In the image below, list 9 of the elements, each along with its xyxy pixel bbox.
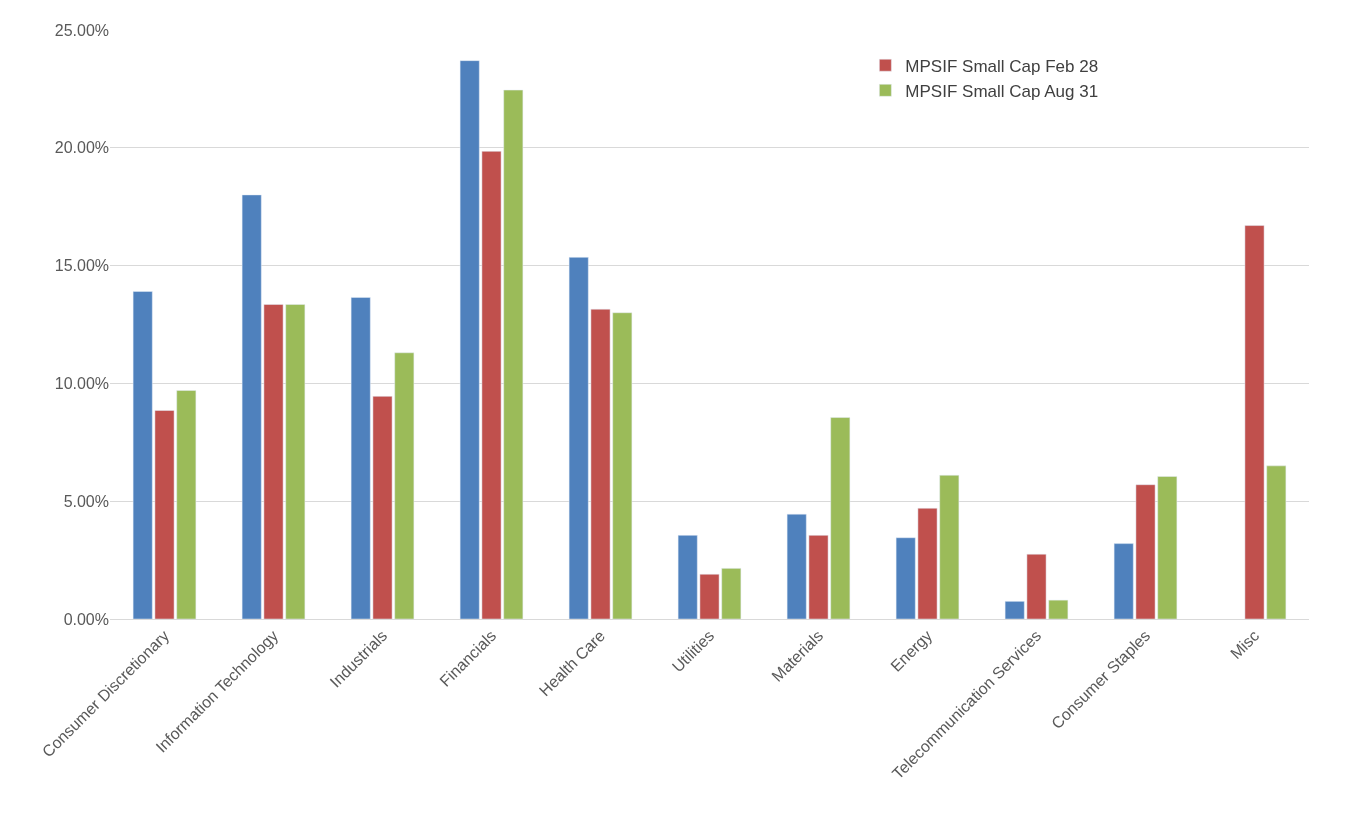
legend-label: MPSIF Small Cap Aug 31 — [905, 81, 1099, 101]
y-tick-label: 20.00% — [54, 139, 109, 157]
y-tick-label: 25.00% — [54, 21, 109, 39]
y-tick-label: 5.00% — [63, 492, 109, 510]
legend-label: MPSIF Small Cap Feb 28 — [905, 56, 1099, 76]
x-tick-label: Misc — [1227, 626, 1263, 663]
y-tick-label: 10.00% — [54, 375, 109, 392]
y-tick-label: 15.00% — [54, 257, 109, 275]
y-tick-label: 0.00% — [63, 610, 109, 628]
